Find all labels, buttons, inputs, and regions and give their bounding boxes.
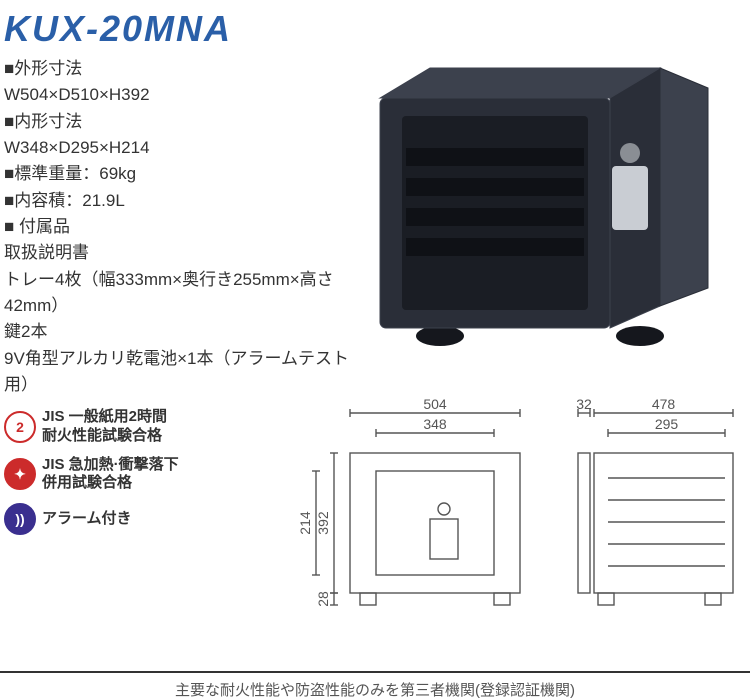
dimension-diagram: 504 348 392214 28 32 478 295	[288, 395, 748, 638]
cert-text: JIS 一般紙用2時間耐火性能試験合格	[42, 408, 167, 446]
spec-line: トレー4枚（幅333mm×奥行き255mm×高さ42mm）	[4, 267, 350, 320]
cert-icon: ))	[4, 503, 36, 535]
product-title: KUX-20MNA	[0, 0, 750, 54]
cert-icon: ✦	[4, 458, 36, 490]
svg-text:478: 478	[652, 396, 676, 412]
footer-note: 主要な耐火性能や防盗性能のみを第三者機関(登録認証機関)	[0, 671, 750, 700]
cert-list: 2JIS 一般紙用2時間耐火性能試験合格✦JIS 急加熱·衝撃落下併用試験合格)…	[4, 408, 179, 545]
cert-icon: 2	[4, 411, 36, 443]
spec-line: ■内容積：21.9L	[4, 188, 350, 214]
svg-text:214: 214	[297, 511, 313, 535]
cert-item: ✦JIS 急加熱·衝撃落下併用試験合格	[4, 456, 179, 494]
spec-line: W504×D510×H392	[4, 82, 350, 108]
safe-photo	[360, 58, 730, 353]
spec-line: W348×D295×H214	[4, 135, 350, 161]
spec-line: ■内形寸法	[4, 109, 350, 135]
svg-text:504: 504	[423, 396, 447, 412]
cert-item: )) アラーム付き	[4, 503, 179, 535]
svg-text:295: 295	[655, 416, 679, 432]
svg-text:28: 28	[315, 591, 331, 607]
specs-block: ■外形寸法W504×D510×H392■内形寸法W348×D295×H214■標…	[0, 54, 350, 398]
spec-line: ■標準重量：69kg	[4, 161, 350, 187]
spec-line: 9V角型アルカリ乾電池×1本（アラームテスト用）	[4, 346, 350, 399]
spec-line: 取扱説明書	[4, 240, 350, 266]
svg-text:348: 348	[423, 416, 447, 432]
spec-line: ■外形寸法	[4, 56, 350, 82]
spec-line: 鍵2本	[4, 319, 350, 345]
spec-line: ■ 付属品	[4, 214, 350, 240]
cert-item: 2JIS 一般紙用2時間耐火性能試験合格	[4, 408, 179, 446]
svg-text:392: 392	[315, 511, 331, 535]
cert-text: アラーム付き	[42, 510, 132, 529]
cert-text: JIS 急加熱·衝撃落下併用試験合格	[42, 456, 179, 494]
svg-text:32: 32	[576, 396, 592, 412]
